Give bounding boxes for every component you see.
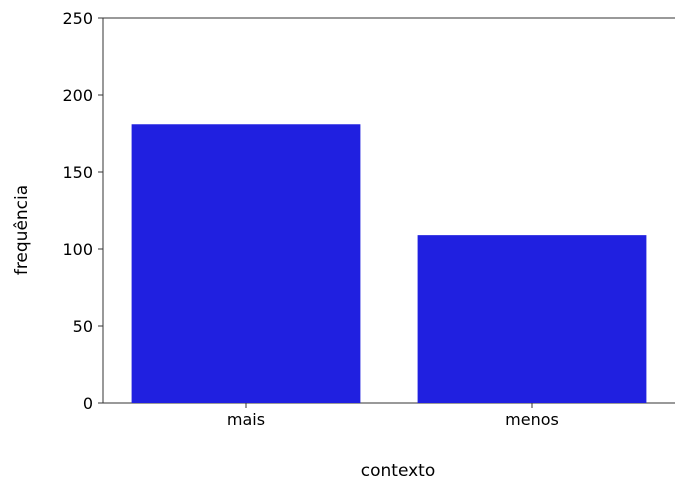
x-axis-label: contexto [361, 461, 435, 480]
y-tick-label: 250 [62, 9, 93, 28]
bar-menos [417, 235, 647, 403]
x-tick-label: menos [505, 410, 559, 429]
y-tick-label: 50 [73, 317, 93, 336]
x-tick-label: mais [227, 410, 265, 429]
y-tick-label: 150 [62, 163, 93, 182]
y-tick-label: 200 [62, 86, 93, 105]
plot-area: 0 50 100 150 200 250 mais menos [62, 9, 675, 429]
y-tick-label: 100 [62, 240, 93, 259]
bar-mais [131, 124, 361, 403]
y-axis-label: frequência [12, 185, 32, 275]
y-tick-label: 0 [83, 394, 93, 413]
